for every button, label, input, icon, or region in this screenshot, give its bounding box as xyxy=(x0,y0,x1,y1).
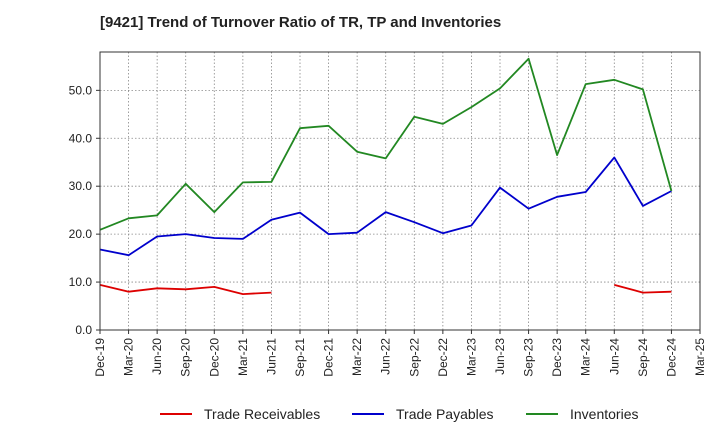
series-layer xyxy=(99,57,673,296)
legend-label-trade-receivables: Trade Receivables xyxy=(204,406,320,422)
y-tick-label: 20.0 xyxy=(69,227,93,241)
x-tick-label: Dec-19 xyxy=(93,338,107,377)
x-tick-label: Mar-25 xyxy=(693,338,707,376)
grid-layer xyxy=(99,52,701,331)
legend-label-trade-payables: Trade Payables xyxy=(396,406,494,422)
x-tick-label: Jun-23 xyxy=(493,338,507,375)
y-tick-label: 0.0 xyxy=(75,323,92,337)
series-line-trade-receivables xyxy=(614,284,672,294)
y-tick-label: 40.0 xyxy=(69,131,93,145)
x-tick-label: Mar-22 xyxy=(350,338,364,376)
x-tick-label: Sep-21 xyxy=(293,338,307,377)
y-tick-label: 10.0 xyxy=(69,275,93,289)
legend-label-inventories: Inventories xyxy=(570,406,638,422)
x-tick-label: Jun-20 xyxy=(150,338,164,375)
x-tick-label: Jun-21 xyxy=(264,338,278,375)
x-tick-label: Mar-23 xyxy=(464,338,478,376)
x-tick-label: Dec-21 xyxy=(322,338,336,377)
x-tick-label: Sep-22 xyxy=(407,338,421,377)
legend: Trade Receivables Trade Payables Inventori… xyxy=(160,406,638,422)
axis-layer: Dec-19 Mar-20 Jun-20 Sep-20 Dec-20 Mar-21 Jun-… xyxy=(69,83,707,376)
x-tick-label: Sep-20 xyxy=(179,338,193,377)
x-tick-label: Sep-23 xyxy=(522,338,536,377)
x-tick-label: Sep-24 xyxy=(636,338,650,377)
x-tick-label: Dec-24 xyxy=(664,338,678,377)
x-tick-label: Jun-22 xyxy=(379,338,393,375)
x-tick-label: Dec-20 xyxy=(207,338,221,377)
x-tick-label: Mar-20 xyxy=(122,338,136,376)
series-line-trade-receivables xyxy=(99,284,272,296)
series-line-inventories xyxy=(99,57,673,231)
plot-frame xyxy=(99,51,701,331)
series-line-trade-payables xyxy=(99,156,672,257)
x-tick-label: Dec-22 xyxy=(436,338,450,377)
x-tick-label: Mar-24 xyxy=(579,338,593,376)
y-tick-label: 30.0 xyxy=(69,179,93,193)
x-tick-label: Mar-21 xyxy=(236,338,250,376)
x-tick-label: Jun-24 xyxy=(607,338,621,375)
y-tick-label: 50.0 xyxy=(69,83,93,97)
chart-title: [9421] Trend of Turnover Ratio of TR, TP… xyxy=(100,14,502,31)
x-tick-label: Dec-23 xyxy=(550,338,564,377)
